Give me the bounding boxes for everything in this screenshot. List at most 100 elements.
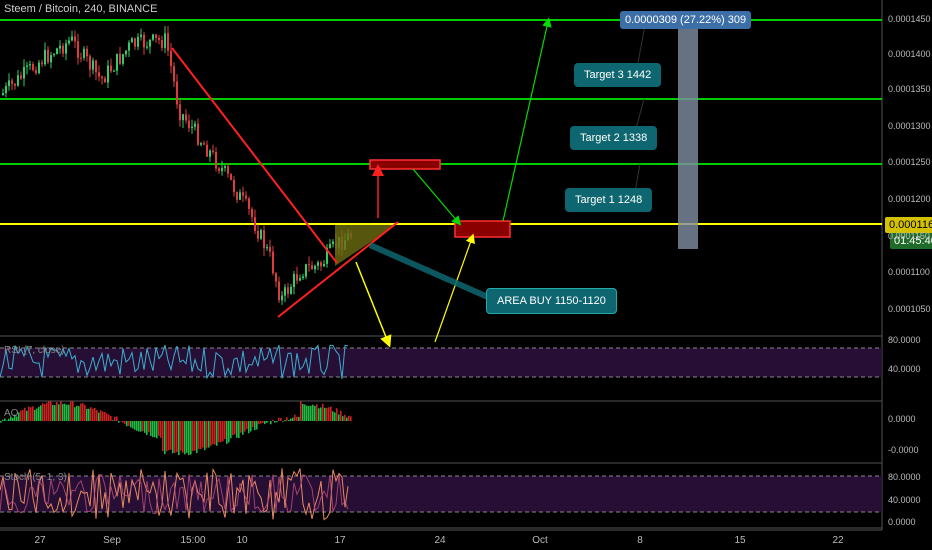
ao-bar — [178, 421, 180, 456]
ao-bar — [220, 421, 222, 443]
ao-bar — [216, 421, 218, 446]
candle-body — [320, 262, 322, 267]
ao-bar — [320, 407, 322, 421]
candle-body — [26, 65, 28, 67]
candle-body — [14, 83, 16, 86]
ao-bar — [126, 421, 128, 427]
ao-bar — [270, 421, 272, 425]
ao-bar — [184, 421, 186, 455]
ao-bar — [258, 421, 260, 425]
ao-bar — [40, 405, 42, 421]
ao-bar — [328, 407, 330, 421]
candle-body — [38, 62, 40, 74]
ao-bar — [112, 420, 114, 421]
ao-bar — [16, 416, 18, 421]
candle-body — [308, 264, 310, 266]
time-tick: 15 — [734, 535, 746, 546]
candle-body — [197, 123, 199, 145]
ao-bar — [260, 421, 262, 424]
ao-bar — [272, 419, 274, 421]
ao-bar — [84, 404, 86, 421]
candle-body — [260, 230, 262, 239]
ao-bar — [190, 421, 192, 455]
buy-area-box[interactable] — [454, 220, 511, 238]
price-tick: 0.0001150 — [888, 231, 930, 241]
ao-bar — [266, 421, 268, 423]
candle-body — [44, 49, 46, 65]
ao-bar — [192, 421, 194, 452]
candle-body — [299, 278, 301, 281]
candle-body — [155, 34, 157, 38]
ao-bar — [144, 421, 146, 433]
ao-bar — [64, 403, 66, 421]
candle-body — [179, 104, 181, 121]
ao-bar — [86, 408, 88, 421]
ao-histogram — [0, 401, 352, 456]
candle-body — [302, 276, 304, 279]
indicator-tick: 0.0000 — [888, 414, 916, 424]
candle-body — [281, 295, 283, 301]
ao-bar — [314, 405, 316, 421]
candle-body — [212, 150, 214, 152]
candle-body — [41, 62, 43, 65]
ao-bar — [194, 421, 196, 451]
ao-bar — [198, 421, 200, 450]
ao-bar — [138, 421, 140, 432]
ao-bar — [136, 421, 138, 431]
ao-bar — [50, 401, 52, 421]
ao-bar — [18, 412, 20, 421]
candle-body — [326, 248, 328, 264]
candle-body — [230, 173, 232, 180]
ao-bar — [160, 421, 162, 438]
ao-bar — [72, 401, 74, 421]
ao-bar — [174, 421, 176, 453]
ao-bar — [276, 421, 278, 423]
ao-bar — [172, 421, 174, 454]
measure-bar[interactable] — [678, 25, 698, 249]
ao-bar — [76, 405, 78, 421]
candle-body — [188, 120, 190, 129]
ao-bar — [294, 414, 296, 421]
ao-bar — [44, 404, 46, 421]
ao-bar — [96, 410, 98, 421]
candle-body — [173, 66, 175, 82]
price-tick: 0.0001400 — [888, 49, 931, 59]
candle-body — [296, 274, 298, 281]
ao-bar — [214, 421, 216, 445]
candle-body — [23, 66, 25, 79]
ao-bar — [68, 404, 70, 421]
ao-bar — [4, 418, 6, 421]
candle-body — [284, 287, 286, 296]
arrow-recovery — [434, 233, 475, 343]
ao-bar — [142, 421, 144, 432]
candle-body — [152, 34, 154, 40]
ao-bar — [236, 421, 238, 438]
ao-bar — [330, 406, 332, 421]
candle-body — [233, 179, 235, 193]
panel-separators — [0, 0, 883, 530]
candle-body — [119, 53, 121, 64]
ao-bar — [312, 404, 314, 421]
candle-body — [221, 167, 223, 172]
triangle-down-trendline[interactable] — [171, 47, 338, 264]
ao-bar — [274, 421, 276, 423]
ao-bar — [340, 410, 342, 421]
ao-bar — [286, 417, 288, 421]
price-badge: 0.0001169 — [885, 217, 932, 233]
triangle-up-trendline[interactable] — [277, 221, 399, 318]
indicator-tick: 40.0000 — [888, 495, 921, 505]
ao-bar — [228, 421, 230, 443]
ao-bar — [152, 421, 154, 438]
stoch-label: Stoch (5, 1, 3) — [4, 472, 67, 483]
candle-body — [92, 60, 94, 70]
ao-bar — [156, 421, 158, 439]
ao-bar — [140, 421, 142, 432]
candle-body — [98, 72, 100, 77]
ao-bar — [0, 421, 2, 423]
candle-body — [113, 70, 115, 72]
candle-body — [62, 45, 64, 54]
resistance-box[interactable] — [369, 159, 441, 170]
arrow-to-target-3 — [502, 17, 552, 222]
candle-body — [137, 36, 139, 47]
